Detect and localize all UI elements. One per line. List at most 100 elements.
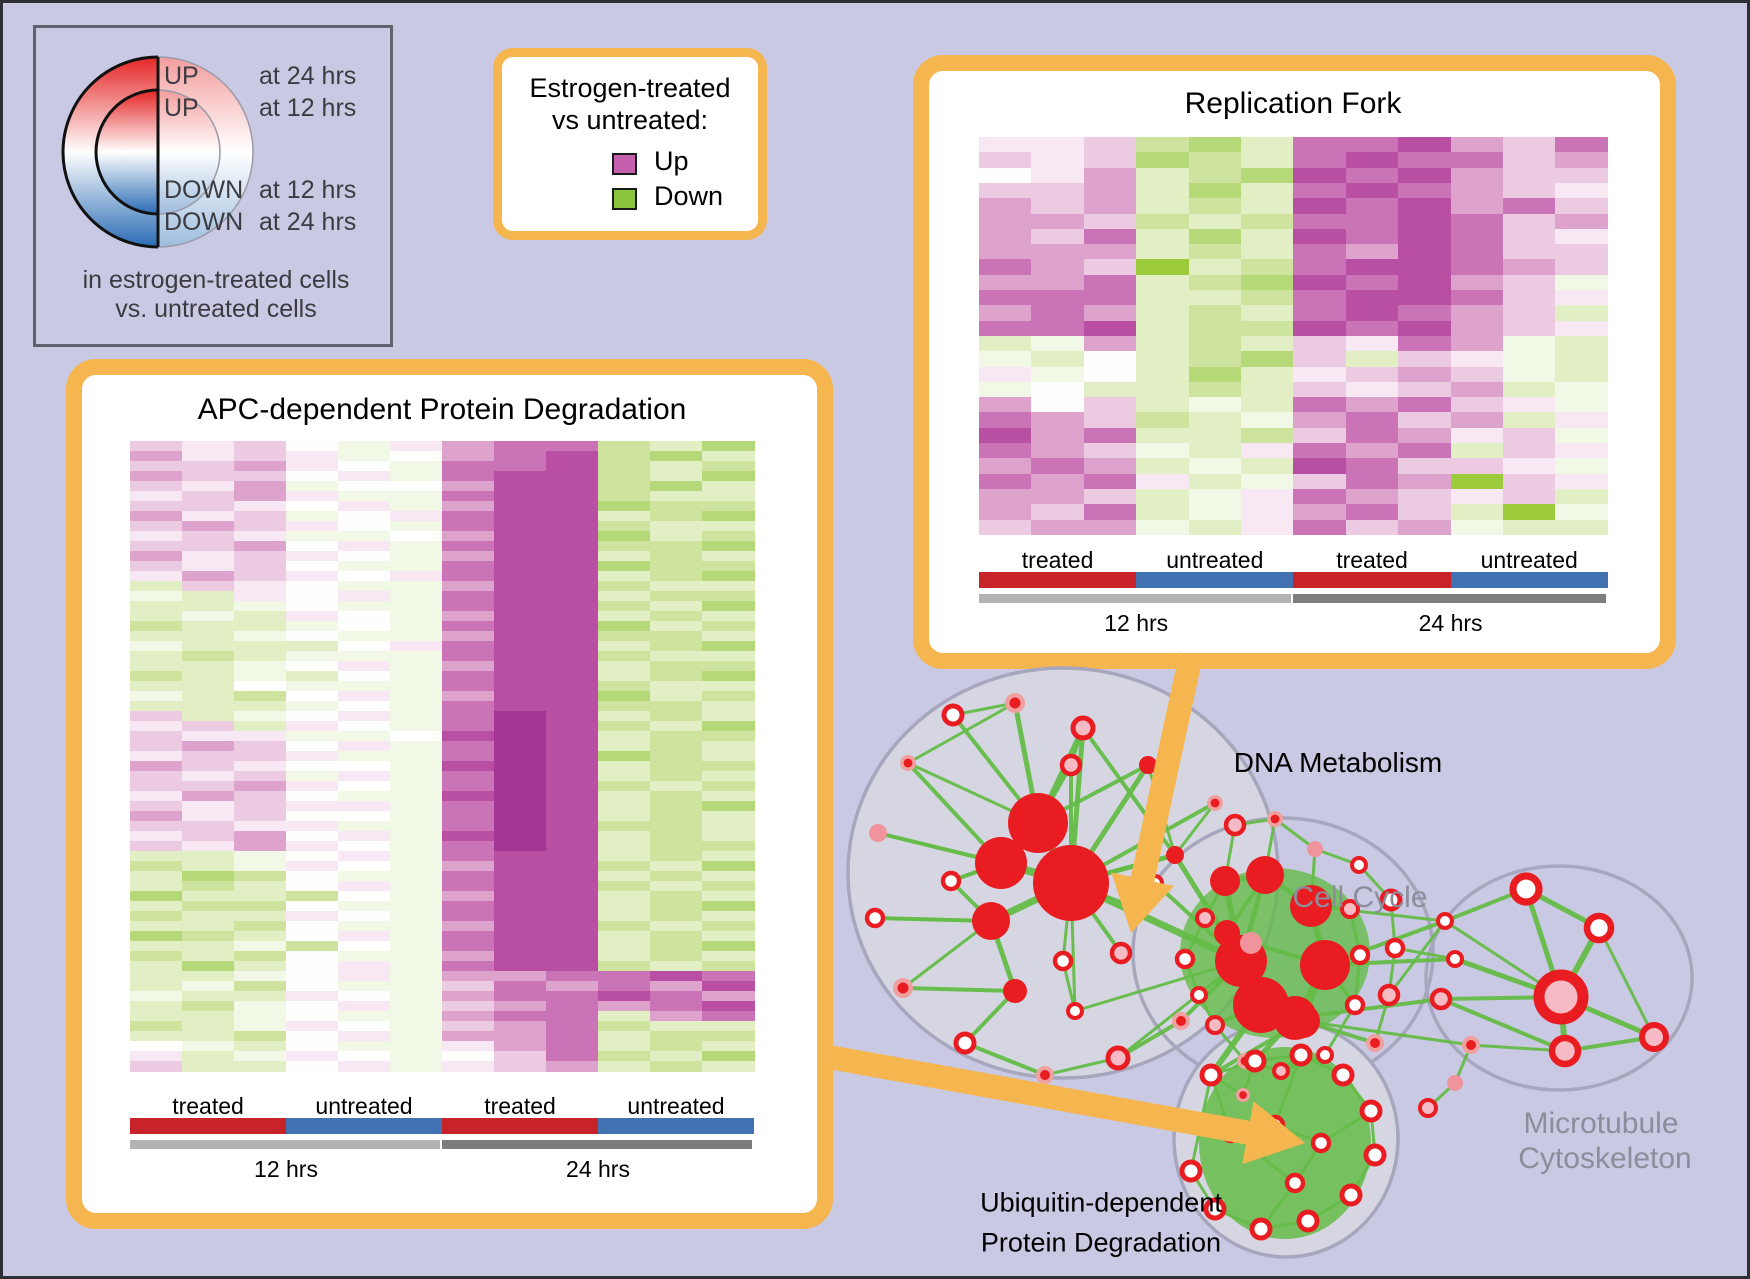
heatmap-cell bbox=[234, 921, 287, 932]
heatmap-cell bbox=[650, 481, 703, 492]
heatmap-cell bbox=[234, 521, 287, 532]
gene-node-halo-outer bbox=[1237, 1053, 1253, 1069]
heatmap-cell bbox=[1503, 381, 1556, 398]
rf-heatmap bbox=[979, 137, 1609, 536]
network-edge bbox=[1274, 1123, 1322, 1145]
network-edge bbox=[1034, 821, 1075, 885]
heatmap-cell bbox=[702, 1001, 755, 1012]
heatmap-cell bbox=[1241, 351, 1294, 367]
up-color-swatch bbox=[612, 153, 637, 175]
heatmap-cell bbox=[702, 651, 755, 662]
network-edge bbox=[964, 1041, 1046, 1077]
heatmap-cell bbox=[979, 335, 1032, 352]
heatmap-cell bbox=[979, 213, 1032, 230]
heatmap-cell bbox=[234, 991, 287, 1002]
heatmap-cell bbox=[494, 651, 547, 662]
heatmap-cell bbox=[338, 531, 391, 542]
heatmap-cell bbox=[1345, 458, 1399, 475]
heatmap-cell bbox=[1450, 244, 1504, 260]
heatmap-cell bbox=[286, 1051, 339, 1062]
heatmap-cell bbox=[390, 861, 443, 872]
heatmap-cell bbox=[442, 611, 495, 622]
heatmap-cell bbox=[1293, 259, 1347, 276]
heatmap-cell bbox=[702, 831, 755, 842]
heatmap-cell bbox=[442, 491, 495, 502]
heatmap-cell bbox=[1136, 152, 1190, 169]
heatmap-cell bbox=[1398, 320, 1452, 337]
heatmap-cell bbox=[442, 871, 495, 882]
heatmap-cell bbox=[130, 591, 183, 602]
gene-node-halo-outer bbox=[1236, 1088, 1250, 1102]
heatmap-cell bbox=[702, 621, 755, 632]
heatmap-cell bbox=[1450, 381, 1504, 398]
heatmap-cell bbox=[546, 861, 599, 872]
gene-node-light bbox=[869, 824, 887, 842]
heatmap-cell bbox=[234, 771, 287, 782]
heatmap-cell bbox=[546, 1051, 599, 1062]
gene-node-ring-pink bbox=[1223, 813, 1247, 837]
heatmap-cell bbox=[130, 511, 183, 522]
heatmap-cell bbox=[1555, 412, 1609, 429]
network-edge bbox=[902, 919, 992, 990]
heatmap-cell bbox=[338, 571, 391, 582]
heatmap-cell bbox=[1241, 519, 1294, 536]
heatmap-cell bbox=[130, 731, 183, 742]
network-edge bbox=[1179, 959, 1243, 1023]
heatmap-cell bbox=[702, 511, 755, 522]
heatmap-cell bbox=[286, 491, 339, 502]
gene-node-ring-pink bbox=[1429, 987, 1453, 1011]
heatmap-cell bbox=[1083, 504, 1137, 520]
heatmap-cell bbox=[1450, 443, 1504, 459]
heatmap-cell bbox=[442, 681, 495, 692]
heatmap-cell bbox=[130, 701, 183, 712]
gene-node-ring-white bbox=[1129, 899, 1147, 917]
heatmap-cell bbox=[442, 781, 495, 792]
heatmap-cell bbox=[1555, 366, 1609, 383]
heatmap-cell bbox=[338, 721, 391, 732]
heatmap-cell bbox=[1241, 167, 1294, 184]
network-edge bbox=[1081, 726, 1177, 857]
heatmap-cell bbox=[1555, 213, 1609, 230]
heatmap-cell bbox=[338, 971, 391, 982]
gene-node-halo-outer bbox=[1207, 795, 1223, 811]
heatmap-cell bbox=[979, 427, 1032, 444]
heatmap-cell bbox=[598, 601, 651, 612]
heatmap-cell bbox=[130, 741, 183, 752]
heatmap-cell bbox=[1503, 213, 1556, 230]
heatmap-cell bbox=[390, 1061, 443, 1072]
network-edge bbox=[1564, 1035, 1655, 1053]
heatmap-cell bbox=[979, 458, 1032, 475]
heatmap-cell bbox=[650, 661, 703, 672]
heatmap-cell bbox=[546, 701, 599, 712]
heatmap-cell bbox=[702, 461, 755, 472]
heatmap-cell bbox=[286, 681, 339, 692]
heatmap-cell bbox=[494, 661, 547, 672]
heatmap-cell bbox=[546, 851, 599, 862]
heatmap-cell bbox=[650, 571, 703, 582]
network-edge bbox=[1373, 994, 1391, 1044]
network-edge bbox=[1597, 927, 1656, 1038]
heatmap-cell bbox=[598, 581, 651, 592]
heatmap-cell bbox=[390, 1051, 443, 1062]
heatmap-cell bbox=[650, 471, 703, 482]
heatmap-cell bbox=[1450, 366, 1504, 383]
heatmap-cell bbox=[546, 641, 599, 652]
heatmap-cell bbox=[546, 801, 599, 812]
heatmap-cell bbox=[1345, 305, 1399, 322]
heatmap-cell bbox=[390, 631, 443, 642]
heatmap-cell bbox=[390, 841, 443, 852]
network-edge bbox=[989, 879, 1073, 925]
heatmap-cell bbox=[494, 1001, 547, 1012]
heatmap-cell bbox=[182, 781, 235, 792]
heatmap-cell bbox=[286, 601, 339, 612]
heatmap-cell bbox=[598, 951, 651, 962]
heatmap-cell bbox=[702, 991, 755, 1002]
heatmap-cell bbox=[1450, 397, 1504, 413]
heatmap-cell bbox=[702, 981, 755, 992]
heatmap-cell bbox=[442, 1021, 495, 1032]
network-edge bbox=[877, 831, 1002, 865]
heatmap-cell bbox=[130, 951, 183, 962]
heatmap-cell bbox=[182, 501, 235, 512]
heatmap-cell bbox=[1503, 366, 1556, 383]
